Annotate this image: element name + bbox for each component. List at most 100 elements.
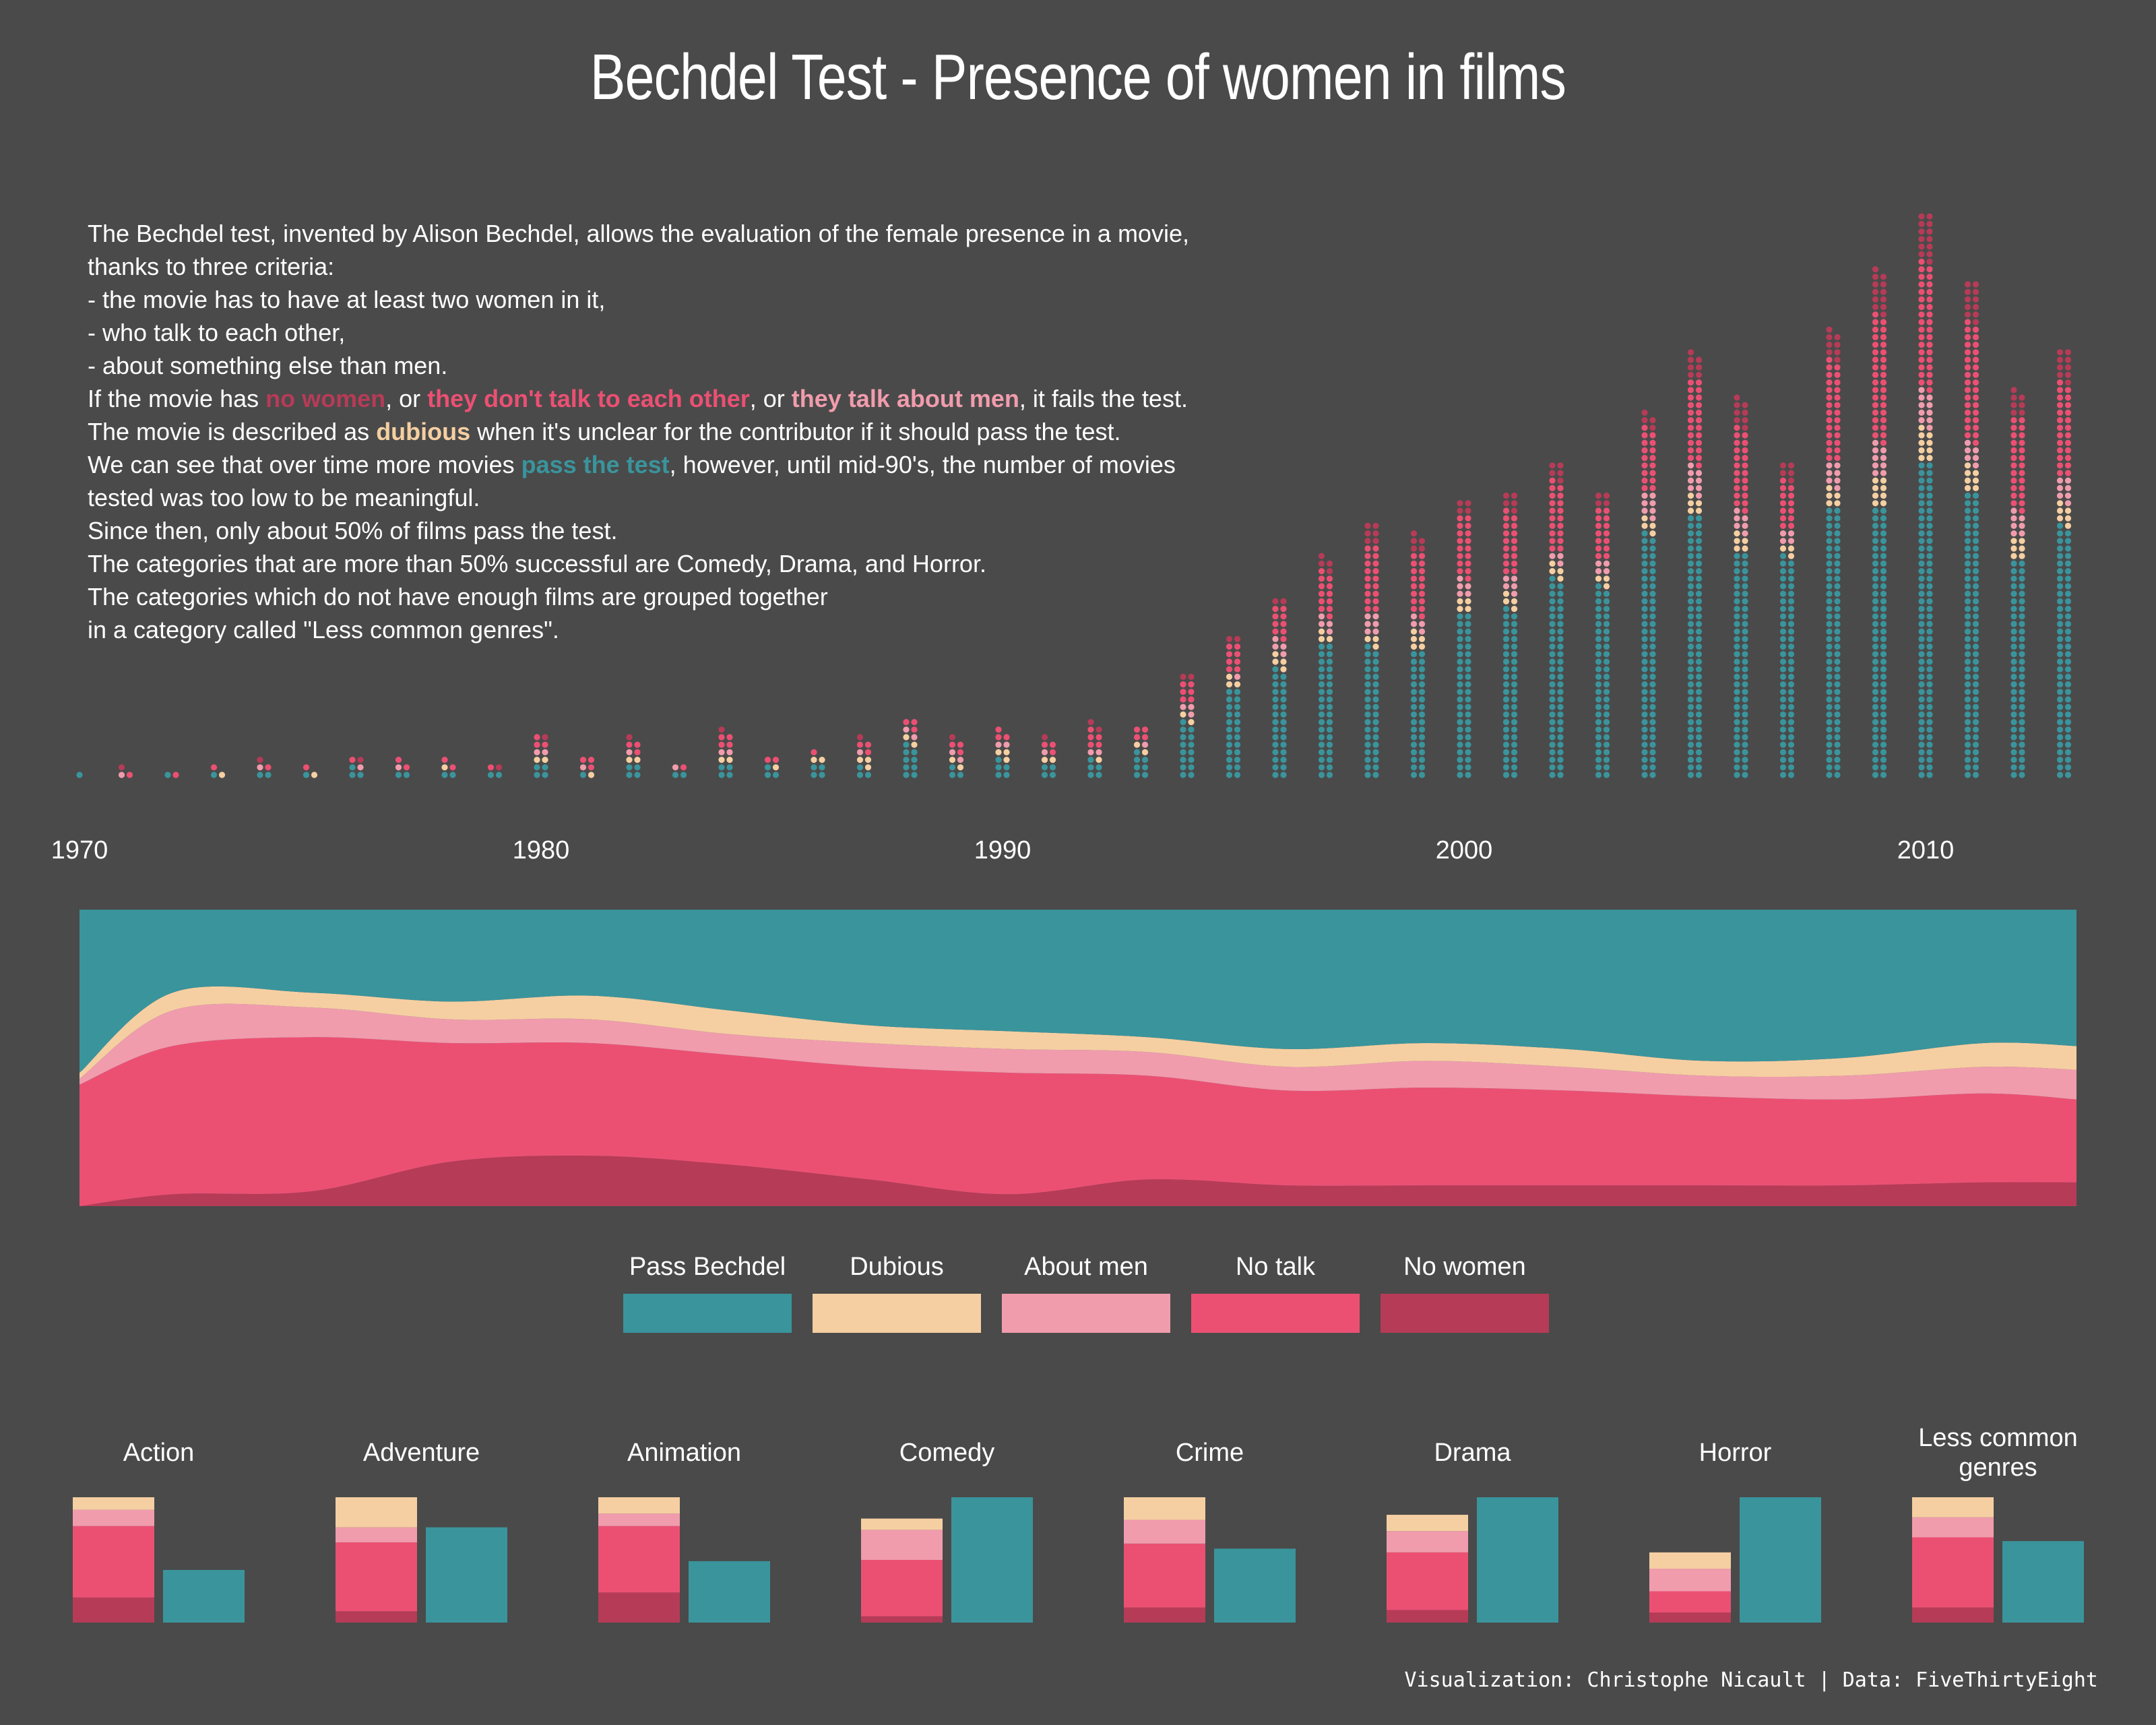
dot-mark xyxy=(1787,462,1795,469)
dot-column-1990 xyxy=(995,726,1010,778)
dot-mark xyxy=(811,764,817,771)
dot-mark xyxy=(1465,734,1471,741)
dot-mark xyxy=(1779,553,1787,559)
dot-mark xyxy=(1549,590,1556,597)
dot-mark xyxy=(864,772,872,778)
dot-mark xyxy=(1557,583,1564,590)
bar-segment-notalk xyxy=(1387,1552,1468,1610)
dot-mark xyxy=(1502,703,1510,710)
dot-mark xyxy=(1880,507,1887,514)
bar-segment-notalk xyxy=(1912,1537,1994,1608)
intro-text-part: , however, until mid-90's, the number of… xyxy=(669,451,1176,478)
dot-mark xyxy=(1787,530,1795,537)
dot-mark xyxy=(1649,568,1656,575)
dot-mark xyxy=(1234,719,1241,726)
dot-mark xyxy=(1457,522,1463,530)
dot-mark xyxy=(1834,402,1841,408)
dot-mark xyxy=(1511,590,1518,597)
dot-mark xyxy=(2056,470,2064,476)
dot-mark xyxy=(819,757,825,763)
dot-mark xyxy=(1779,530,1787,537)
dot-mark xyxy=(1549,726,1556,733)
dot-mark xyxy=(1188,734,1195,741)
dot-mark xyxy=(1557,507,1564,514)
dot-mark xyxy=(1872,613,1879,620)
dot-mark xyxy=(1641,673,1648,681)
dot-mark xyxy=(1641,749,1648,755)
dot-mark xyxy=(995,772,1002,778)
dot-mark xyxy=(1410,696,1418,703)
dot-mark xyxy=(1972,349,1979,356)
dot-mark xyxy=(1180,726,1186,733)
highlight-dubious: dubious xyxy=(376,418,471,445)
dot-mark xyxy=(1787,719,1795,726)
bar-pass xyxy=(951,1497,1033,1623)
dot-mark xyxy=(1695,515,1703,522)
dot-mark xyxy=(1695,613,1703,620)
dot-mark xyxy=(1041,749,1048,755)
dot-mark xyxy=(1872,439,1879,446)
dot-mark xyxy=(395,757,402,763)
dot-mark xyxy=(1787,515,1795,522)
dot-mark xyxy=(1918,711,1925,718)
dot-mark xyxy=(1779,477,1787,484)
dot-mark xyxy=(2064,635,2072,643)
dot-mark xyxy=(1779,613,1787,620)
dot-mark xyxy=(1964,371,1971,379)
dot-mark xyxy=(1687,764,1694,771)
dot-mark xyxy=(1502,772,1510,778)
dot-mark xyxy=(1964,364,1971,371)
dot-mark xyxy=(1465,711,1471,718)
dot-mark xyxy=(1972,757,1979,763)
dot-mark xyxy=(1687,635,1694,643)
dot-mark xyxy=(2064,741,2072,748)
dot-mark xyxy=(2064,583,2072,590)
dot-mark xyxy=(1918,402,1925,408)
legend-label: Pass Bechdel xyxy=(629,1253,786,1281)
stream-area-men xyxy=(80,1003,2076,1100)
dot-mark xyxy=(1734,455,1740,462)
dot-mark xyxy=(1272,757,1279,763)
dot-mark xyxy=(1918,621,1925,627)
dot-mark xyxy=(1926,560,1933,567)
dot-mark xyxy=(2019,500,2025,507)
dot-mark xyxy=(1779,749,1787,755)
dot-mark xyxy=(1880,583,1887,590)
dot-mark xyxy=(1695,371,1703,379)
dot-mark xyxy=(1926,568,1933,575)
dot-mark xyxy=(1234,726,1241,733)
dot-mark xyxy=(1364,606,1371,613)
dot-mark xyxy=(1779,500,1787,507)
dot-mark xyxy=(1695,364,1703,371)
dot-mark xyxy=(2010,719,2017,726)
dot-mark xyxy=(1410,749,1418,755)
dot-mark xyxy=(1226,635,1233,643)
dot-mark xyxy=(1826,644,1833,650)
dot-mark xyxy=(1872,470,1879,476)
dot-mark xyxy=(1918,258,1925,265)
dot-mark xyxy=(1972,409,1979,416)
dot-mark xyxy=(1826,590,1833,597)
dot-mark xyxy=(1418,658,1426,665)
dot-mark xyxy=(1826,560,1833,567)
dot-mark xyxy=(1041,757,1048,763)
dot-mark xyxy=(1272,696,1279,703)
dot-mark xyxy=(718,726,725,733)
dot-mark xyxy=(1826,462,1833,469)
dot-mark xyxy=(1872,545,1879,552)
dot-mark xyxy=(1826,598,1833,605)
dot-mark xyxy=(2019,734,2025,741)
dot-mark xyxy=(1872,734,1879,741)
dot-mark xyxy=(1364,583,1371,590)
dot-mark xyxy=(1410,560,1418,567)
dot-mark xyxy=(2056,356,2064,363)
dot-mark xyxy=(349,764,356,771)
bar-pass xyxy=(163,1569,245,1623)
dot-mark xyxy=(1457,673,1463,681)
dot-mark xyxy=(1918,364,1925,371)
dot-mark xyxy=(2056,349,2064,356)
dot-mark xyxy=(1872,726,1879,733)
dot-mark xyxy=(1188,749,1195,755)
dot-mark xyxy=(1926,613,1933,620)
dot-mark xyxy=(1687,628,1694,635)
